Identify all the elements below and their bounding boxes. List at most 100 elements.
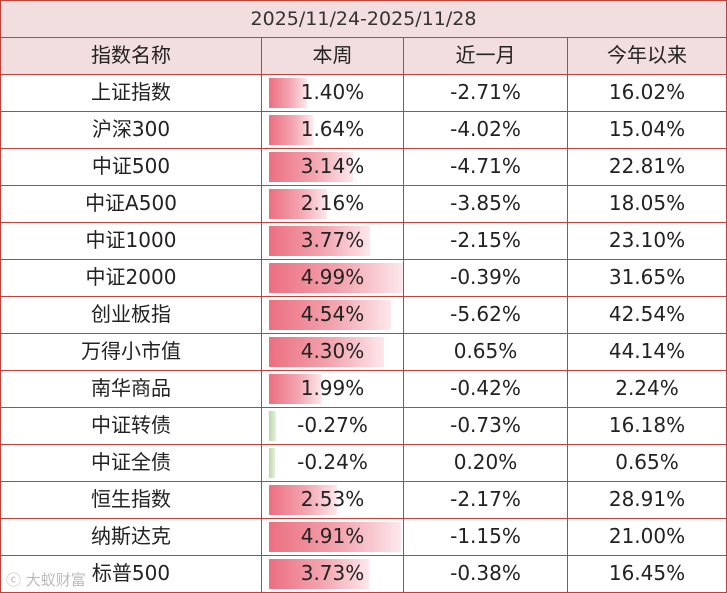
month-change-cell: -2.17%: [404, 482, 568, 518]
table-row: 万得小市值 4.30% 0.65% 44.14%: [1, 334, 726, 371]
header-index-name: 指数名称: [1, 38, 262, 74]
month-change-value: -0.38%: [450, 561, 521, 585]
ytd-change-cell: 31.65%: [568, 260, 726, 296]
week-change-cell: 4.30%: [262, 334, 404, 370]
index-name: 恒生指数: [91, 487, 171, 511]
table-row: 中证转债 -0.27% -0.73% 16.18%: [1, 408, 726, 445]
ytd-change-cell: 21.00%: [568, 519, 726, 555]
week-change-cell: 3.77%: [262, 223, 404, 259]
month-change-value: -0.39%: [450, 265, 521, 289]
ytd-change-value: 16.02%: [608, 80, 686, 104]
index-name-cell: 中证500: [1, 149, 262, 185]
month-change-cell: -4.02%: [404, 112, 568, 148]
ytd-change-cell: 0.65%: [568, 445, 726, 481]
table-row: 中证1000 3.77% -2.15% 23.10%: [1, 223, 726, 260]
index-name: 中证转债: [91, 413, 171, 437]
month-change-value: -1.15%: [450, 524, 521, 548]
week-change-value: 4.99%: [300, 265, 365, 289]
week-change-value: 2.16%: [300, 191, 365, 215]
month-change-cell: -2.15%: [404, 223, 568, 259]
index-name: 上证指数: [91, 80, 171, 104]
ytd-change-value: 28.91%: [608, 487, 686, 511]
index-name-cell: 中证1000: [1, 223, 262, 259]
month-change-value: -0.73%: [450, 413, 521, 437]
ytd-change-value: 31.65%: [608, 265, 686, 289]
index-name: 万得小市值: [81, 339, 181, 363]
week-change-bar: [269, 115, 313, 145]
header-ytd: 今年以来: [607, 43, 687, 67]
month-change-value: -2.17%: [450, 487, 521, 511]
ytd-change-cell: 16.45%: [568, 556, 726, 592]
ytd-change-value: 23.10%: [608, 228, 686, 252]
index-name-cell: 万得小市值: [1, 334, 262, 370]
week-change-cell: 3.14%: [262, 149, 404, 185]
index-name: 中证2000: [85, 265, 177, 289]
week-change-cell: 1.64%: [262, 112, 404, 148]
month-change-cell: -1.15%: [404, 519, 568, 555]
ytd-change-value: 42.54%: [608, 302, 686, 326]
ytd-change-cell: 23.10%: [568, 223, 726, 259]
watermark-icon: ⓒ: [6, 571, 22, 589]
month-change-value: -5.62%: [450, 302, 521, 326]
week-change-value: 4.54%: [300, 302, 365, 326]
week-change-bar: [269, 189, 327, 219]
month-change-cell: -0.38%: [404, 556, 568, 592]
index-name-cell: 中证转债: [1, 408, 262, 444]
month-change-cell: -5.62%: [404, 297, 568, 333]
week-change-value: 1.99%: [300, 376, 365, 400]
index-name-cell: 纳斯达克: [1, 519, 262, 555]
table-row: 南华商品 1.99% -0.42% 2.24%: [1, 371, 726, 408]
ytd-change-cell: 2.24%: [568, 371, 726, 407]
index-name: 中证1000: [85, 228, 177, 252]
table-row: 中证500 3.14% -4.71% 22.81%: [1, 149, 726, 186]
week-change-bar: [269, 374, 323, 404]
ytd-change-value: 22.81%: [608, 154, 686, 178]
month-change-value: -2.71%: [450, 80, 521, 104]
month-change-cell: -0.42%: [404, 371, 568, 407]
month-change-cell: -4.71%: [404, 149, 568, 185]
index-name: 纳斯达克: [91, 524, 171, 548]
index-name-cell: 中证全债: [1, 445, 262, 481]
ytd-change-cell: 16.18%: [568, 408, 726, 444]
table-row: 标普500 3.73% -0.38% 16.45%: [1, 556, 726, 592]
ytd-change-cell: 42.54%: [568, 297, 726, 333]
month-change-cell: 0.20%: [404, 445, 568, 481]
table-row: 中证全债 -0.24% 0.20% 0.65%: [1, 445, 726, 482]
index-name-cell: 恒生指数: [1, 482, 262, 518]
week-change-cell: 1.99%: [262, 371, 404, 407]
table-row: 中证2000 4.99% -0.39% 31.65%: [1, 260, 726, 297]
month-change-value: -0.42%: [450, 376, 521, 400]
ytd-change-value: 0.65%: [615, 450, 679, 474]
week-change-bar: [269, 152, 354, 182]
index-name-cell: 中证2000: [1, 260, 262, 296]
month-change-value: -2.15%: [450, 228, 521, 252]
index-name: 中证A500: [85, 191, 177, 215]
week-change-bar: [269, 226, 371, 256]
ytd-change-value: 15.04%: [608, 117, 686, 141]
index-name-cell: 南华商品: [1, 371, 262, 407]
month-change-value: -3.85%: [450, 191, 521, 215]
table-row: 创业板指 4.54% -5.62% 42.54%: [1, 297, 726, 334]
month-change-cell: 0.65%: [404, 334, 568, 370]
ytd-change-cell: 28.91%: [568, 482, 726, 518]
index-name-cell: 标普500: [1, 556, 262, 592]
month-change-value: 0.20%: [453, 450, 518, 474]
week-change-value: 1.40%: [300, 80, 365, 104]
month-change-cell: -2.71%: [404, 75, 568, 111]
week-change-bar: [269, 78, 307, 108]
week-change-value: -0.27%: [297, 413, 368, 437]
table-row: 上证指数 1.40% -2.71% 16.02%: [1, 75, 726, 112]
week-change-cell: 4.91%: [262, 519, 404, 555]
week-change-value: 4.30%: [300, 339, 365, 363]
ytd-change-cell: 44.14%: [568, 334, 726, 370]
week-change-cell: 4.99%: [262, 260, 404, 296]
week-change-value: 3.73%: [300, 561, 365, 585]
date-range-title: 2025/11/24-2025/11/28: [1, 1, 726, 38]
week-change-bar: [269, 522, 401, 552]
ytd-change-cell: 22.81%: [568, 149, 726, 185]
table-row: 中证A500 2.16% -3.85% 18.05%: [1, 186, 726, 223]
week-change-value: 4.91%: [300, 524, 365, 548]
index-name: 创业板指: [91, 302, 171, 326]
week-change-cell: 3.73%: [262, 556, 404, 592]
